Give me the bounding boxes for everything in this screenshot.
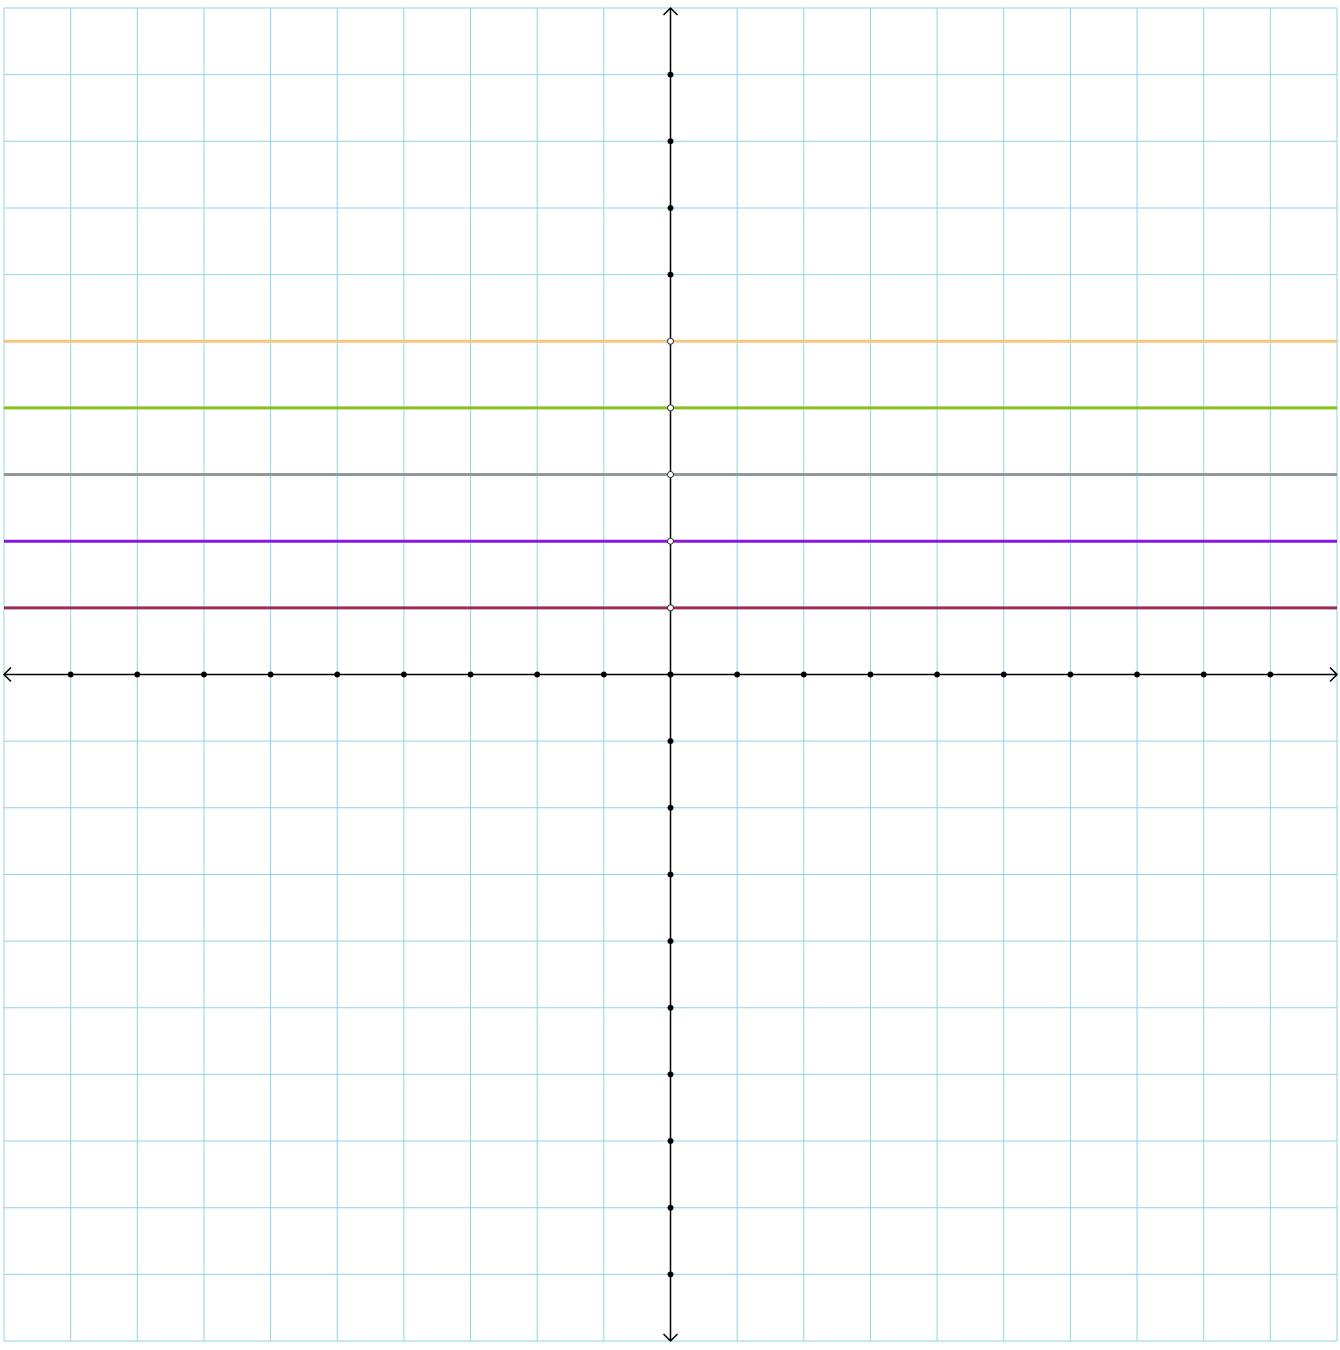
y-axis-intercept-dot [667,337,674,345]
y-axis-tick-dot [667,1271,674,1278]
x-axis-tick-dot [1134,671,1141,678]
x-axis-tick-dot [467,671,474,678]
x-axis-tick-dot [1267,671,1274,678]
x-axis-tick-dot [867,671,874,678]
x-axis-tick-dot [200,671,207,678]
y-axis-intercept-dot [667,604,674,612]
x-axis-left-arrow [2,666,12,683]
x-axis-tick-dot [800,671,807,678]
x-axis-tick-dot [267,671,274,678]
x-axis-tick-dot [1000,671,1007,678]
x-axis-tick-dot [734,671,741,678]
y-axis-tick-dot [667,1204,674,1211]
y-axis-tick-dot [667,738,674,745]
x-axis-tick-dot [334,671,341,678]
y-axis-tick-dot [667,804,674,811]
x-axis-tick-dot [1067,671,1074,678]
y-axis-tick-dot [667,1004,674,1011]
y-axis-tick-dot [667,871,674,878]
x-axis-tick-dot [67,671,74,678]
y-axis-intercept-dot [667,471,674,479]
y-axis-bottom-arrow [662,1333,679,1343]
y-axis-intercept-dot [667,404,674,412]
x-axis-tick-dot [934,671,941,678]
y-axis-tick-dot [667,71,674,78]
y-axis-tick-dot [667,204,674,211]
x-axis-tick-dot [134,671,141,678]
y-axis-tick-dot [667,1138,674,1145]
y-axis-top-arrow [662,6,679,16]
y-axis-intercept-dot [667,537,674,545]
y-axis-tick-dot [667,271,674,278]
origin-dot [667,671,674,678]
x-axis-right-arrow [1329,666,1339,683]
x-axis-tick-dot [600,671,607,678]
y-axis-tick-dot [667,1071,674,1078]
axis-tick-dots [67,71,1274,1278]
x-axis-tick-dot [534,671,541,678]
x-axis-tick-dot [400,671,407,678]
x-axis-tick-dot [1200,671,1207,678]
y-axis-tick-dot [667,138,674,145]
y-axis-tick-dot [667,938,674,945]
